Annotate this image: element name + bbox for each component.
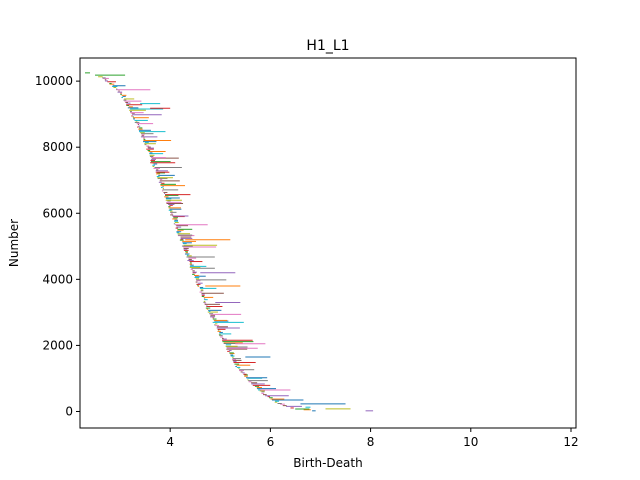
y-tick-label: 4000 <box>42 272 73 286</box>
y-tick-label: 2000 <box>42 338 73 352</box>
y-axis-label: Number <box>7 219 21 267</box>
y-tick-label: 8000 <box>42 140 73 154</box>
x-tick-label: 6 <box>267 435 275 449</box>
y-tick-label: 6000 <box>42 206 73 220</box>
bars-group <box>85 72 374 412</box>
x-tick-label: 12 <box>563 435 578 449</box>
x-tick-label: 8 <box>367 435 375 449</box>
x-tick-label: 4 <box>166 435 174 449</box>
chart-title: H1_L1 <box>306 38 349 54</box>
x-tick-label: 10 <box>463 435 478 449</box>
y-axis: 0 2000 4000 6000 8000 10000 <box>35 74 80 418</box>
plot-frame <box>79 57 577 429</box>
x-axis: 4 6 8 10 12 <box>166 428 579 449</box>
y-tick-label: 10000 <box>35 74 73 88</box>
x-axis-label: Birth-Death <box>293 456 362 470</box>
y-tick-label: 0 <box>65 404 73 418</box>
